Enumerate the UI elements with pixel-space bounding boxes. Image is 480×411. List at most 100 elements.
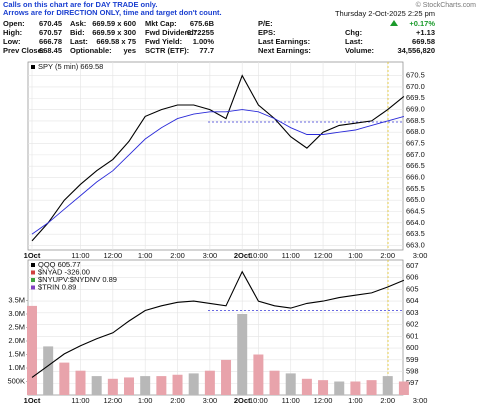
- volume-bar: [334, 381, 345, 395]
- y2-tick-label: 605: [406, 284, 419, 293]
- x-tick-label: 1:00: [348, 396, 363, 405]
- y2-tick-label: 603: [406, 308, 419, 317]
- volume-bar: [253, 354, 264, 395]
- x-tick-label: 11:00: [71, 396, 89, 405]
- x-tick-label: 1Oct: [24, 251, 41, 260]
- volume-bar: [91, 376, 102, 395]
- quote-value: 670.57: [39, 28, 62, 37]
- x-tick-label: 12:00: [314, 396, 333, 405]
- y-tick-label: 3.0M: [8, 309, 25, 318]
- x-tick-label: 1:00: [138, 251, 153, 260]
- x-tick-label: 12:00: [103, 396, 122, 405]
- volume-bar: [237, 314, 248, 395]
- volume-bar: [107, 378, 118, 395]
- quote-value: 669.58 x 75: [96, 37, 136, 46]
- y-tick-label: 668.5: [406, 116, 425, 125]
- x-tick-label: 1:00: [138, 396, 153, 405]
- y-tick-label: 3.5M: [8, 295, 25, 304]
- annotation: $NYAD -326.00: [38, 267, 90, 276]
- x-tick-label: 1:00: [348, 251, 363, 260]
- y-tick-label: 664.0: [406, 218, 425, 227]
- x-tick-label: 1Oct: [24, 396, 41, 405]
- x-tick-label: 11:00: [282, 396, 300, 405]
- volume-bar: [172, 374, 183, 395]
- y2-tick-label: 604: [406, 296, 419, 305]
- y2-tick-label: 598: [406, 367, 419, 376]
- y-tick-label: 667.5: [406, 139, 425, 148]
- quote-label: Bid:: [70, 28, 85, 37]
- x-tick-label: 11:00: [282, 251, 300, 260]
- quote-label: P/E:: [258, 19, 273, 28]
- x-tick-label: 2:00: [170, 251, 185, 260]
- quote-value: 669.59 x 600: [92, 19, 136, 28]
- x-tick-label: 10:00: [249, 396, 268, 405]
- quote-label: Last Earnings:: [258, 37, 310, 46]
- y-tick-label: 2.5M: [8, 322, 25, 331]
- volume-bar: [318, 380, 329, 395]
- x-tick-label: 12:00: [103, 251, 122, 260]
- quote-value: 670.45: [39, 19, 62, 28]
- x-tick-label: 2:00: [170, 396, 185, 405]
- quote-label: SCTR (ETF):: [145, 46, 189, 55]
- quote: Open: 670.45 High: 670.57 Low: 666.78 Pr…: [3, 19, 435, 55]
- quote-value: +1.13: [416, 28, 435, 37]
- volume-bar: [285, 373, 296, 395]
- y-tick-label: 670.0: [406, 82, 425, 91]
- quote-label: Fwd Dividend:: [145, 28, 196, 37]
- y2-tick-label: 602: [406, 320, 419, 329]
- volume-bar: [204, 370, 215, 395]
- volume-bar: [156, 376, 167, 395]
- y2-tick-label: 607: [406, 261, 419, 270]
- y-tick-label: 664.5: [406, 206, 425, 215]
- quote-value: 1.00%: [193, 37, 215, 46]
- quote-label: Prev Close:: [3, 46, 44, 55]
- y2-tick-label: 606: [406, 273, 419, 282]
- y-tick-label: 670.5: [406, 71, 425, 80]
- annotation: $NYUPV:$NYDNV 0.89: [38, 275, 117, 284]
- volume-bar: [59, 362, 70, 395]
- quote-value: 669.59 x 300: [92, 28, 136, 37]
- volume-bar: [366, 380, 377, 395]
- quote-value: 77.7: [199, 46, 214, 55]
- legend-label: QQQ 605.77: [38, 260, 81, 269]
- quote-value: 666.78: [39, 37, 62, 46]
- quote-label: Chg:: [345, 28, 362, 37]
- x-tick-label: 2:00: [380, 396, 395, 405]
- volume-bar: [140, 376, 151, 395]
- quote-label: Next Earnings:: [258, 46, 311, 55]
- quote-label: Last:: [345, 37, 363, 46]
- quote-label: Low:: [3, 37, 21, 46]
- legend-swatch: [31, 65, 35, 69]
- quote-label: Mkt Cap:: [145, 19, 177, 28]
- y-tick-label: 663.0: [406, 240, 425, 249]
- volume-bar: [27, 305, 37, 395]
- volume-bar: [75, 370, 86, 395]
- panel-frame: [27, 61, 404, 251]
- note: Calls on this chart are for DAY TRADE on…: [3, 0, 157, 9]
- up-arrow: [390, 20, 398, 26]
- quote-value: 675.6B: [190, 19, 215, 28]
- quote-label: Ask:: [70, 19, 86, 28]
- y-tick-label: 2.0M: [8, 336, 25, 345]
- series-line: [31, 109, 405, 235]
- y2-tick-label: 601: [406, 331, 419, 340]
- date: Thursday 2-Oct-2025 2:25 pm: [335, 9, 435, 18]
- x-tick-label: 3:00: [413, 396, 428, 405]
- y-tick-label: 667.0: [406, 150, 425, 159]
- y-tick-label: 669.0: [406, 105, 425, 114]
- x-tick-label: 2Oct: [234, 396, 251, 405]
- y2-tick-label: 600: [406, 343, 419, 352]
- y-tick-label: 666.0: [406, 173, 425, 182]
- quote-value: 669.58: [412, 37, 435, 46]
- volume-bar: [301, 378, 312, 395]
- volume-bar: [188, 373, 199, 395]
- y-tick-label: 500K: [7, 376, 25, 385]
- quote-label: High:: [3, 28, 22, 37]
- legend-swatch: [31, 270, 35, 275]
- change-percent: +0.17%: [409, 19, 435, 28]
- y-tick-label: 669.5: [406, 93, 425, 102]
- quote-value: 668.45: [39, 46, 62, 55]
- volume-bar: [350, 381, 361, 395]
